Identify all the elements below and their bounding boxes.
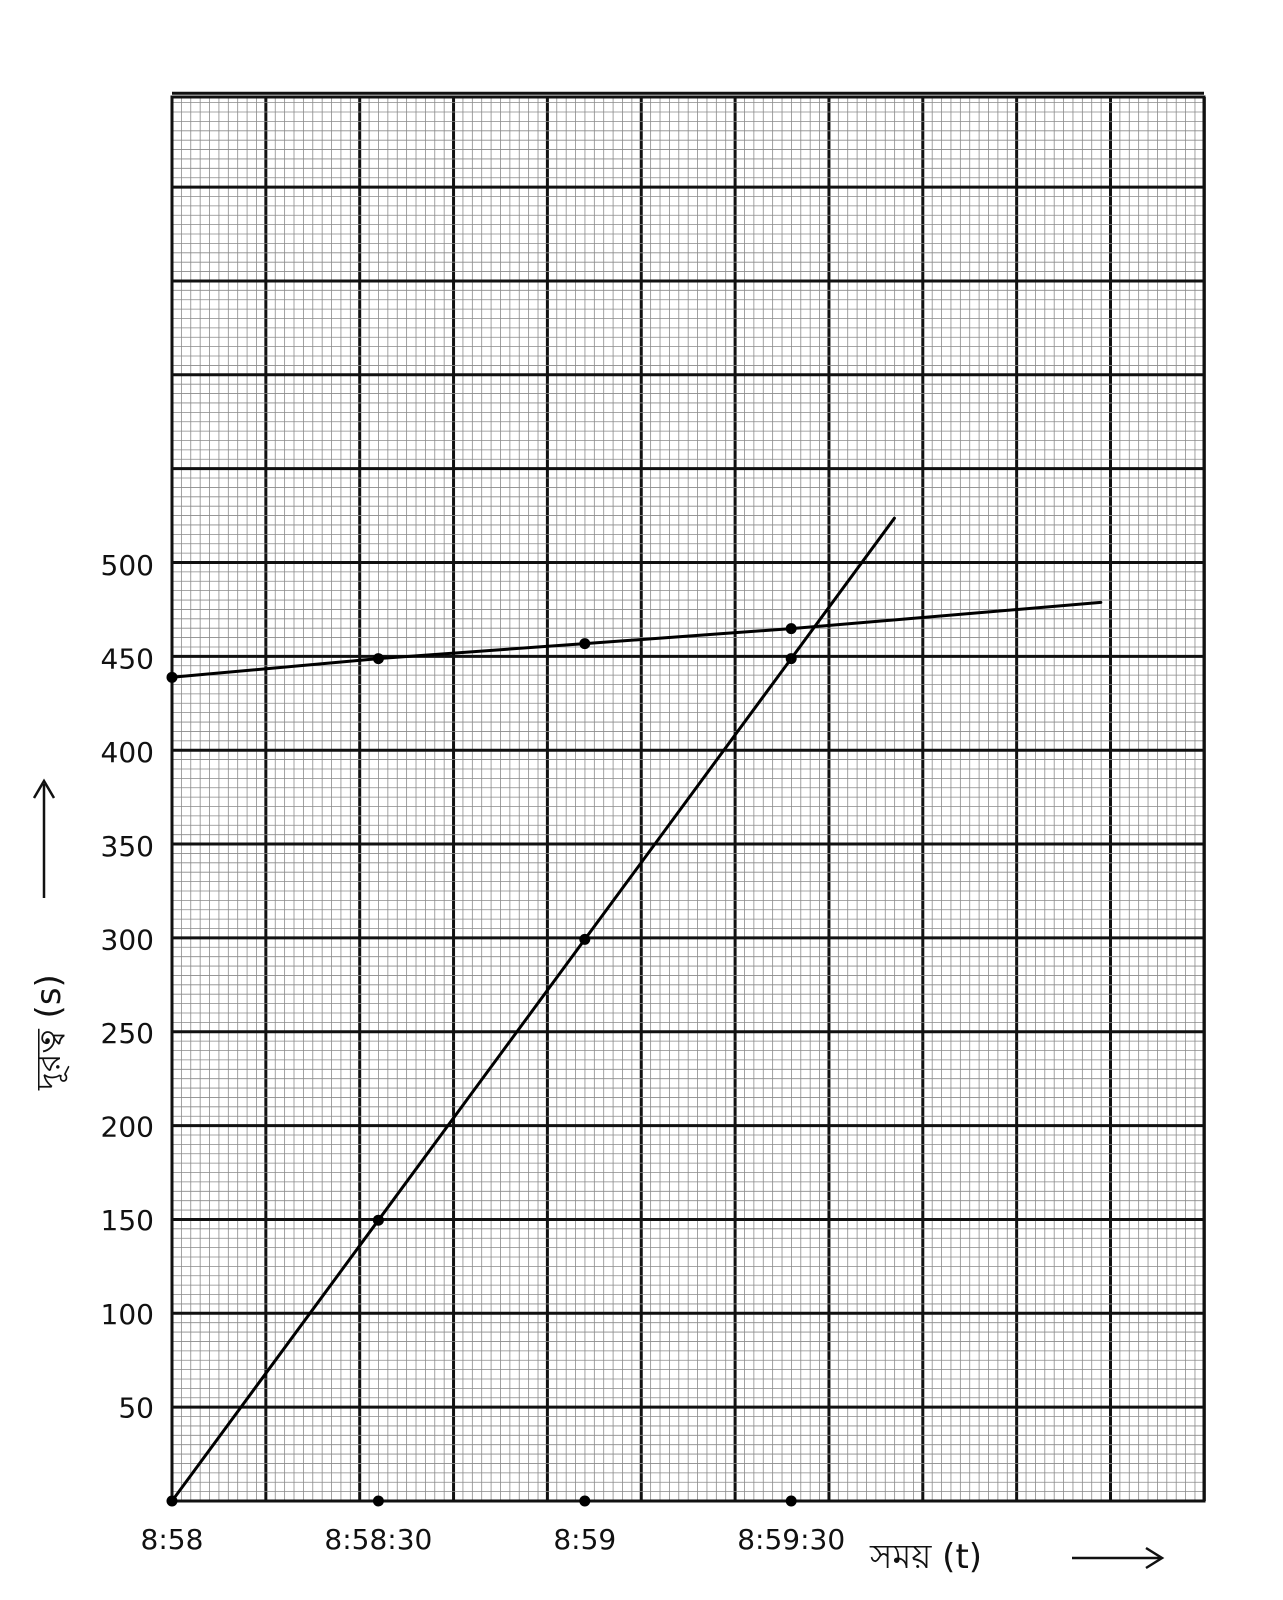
x-tick-label: 8:58:30	[324, 1523, 432, 1556]
x-tick-label: 8:59	[553, 1523, 616, 1556]
x-axis-arrow-head	[1145, 1546, 1165, 1570]
y-axis-arrow-head	[32, 778, 56, 799]
y-tick-label: 250	[101, 1017, 154, 1050]
data-point-marker	[579, 638, 591, 650]
y-tick-label: 400	[101, 736, 154, 769]
plot-frame	[170, 95, 1206, 1503]
y-tick-label: 300	[101, 923, 154, 956]
axis-titles: সময় (t) দূরত্ব (s)	[29, 778, 1165, 1577]
x-axis-title: সময় (t)	[869, 1537, 982, 1577]
y-tick-label: 500	[101, 549, 154, 582]
x-tick-label: 8:58	[141, 1523, 204, 1556]
data-points	[166, 623, 797, 1507]
data-point-marker	[372, 1214, 384, 1226]
y-tick-label: 100	[101, 1298, 154, 1331]
y-tick-label: 150	[101, 1204, 154, 1237]
y-tick-label: 450	[101, 643, 154, 676]
data-point-marker	[785, 1495, 797, 1507]
grid-paper	[170, 91, 1206, 1503]
data-point-marker	[372, 653, 384, 665]
y-tick-label: 350	[101, 830, 154, 863]
data-point-marker	[785, 623, 797, 635]
data-point-marker	[579, 933, 591, 945]
y-tick-label: 50	[118, 1391, 154, 1424]
y-axis-title: দূরত্ব (s)	[29, 974, 70, 1091]
data-point-marker	[579, 1495, 591, 1507]
y-tick-label: 200	[101, 1111, 154, 1144]
data-point-marker	[785, 653, 797, 665]
x-tick-label: 8:59:30	[737, 1523, 845, 1556]
tick-labels: 50 100 150 200 250 300 350 400 450 500 8:58 8:58:30…	[101, 549, 846, 1556]
data-point-marker	[372, 1495, 384, 1507]
data-point-marker	[166, 671, 178, 683]
data-point-marker	[166, 1495, 178, 1507]
